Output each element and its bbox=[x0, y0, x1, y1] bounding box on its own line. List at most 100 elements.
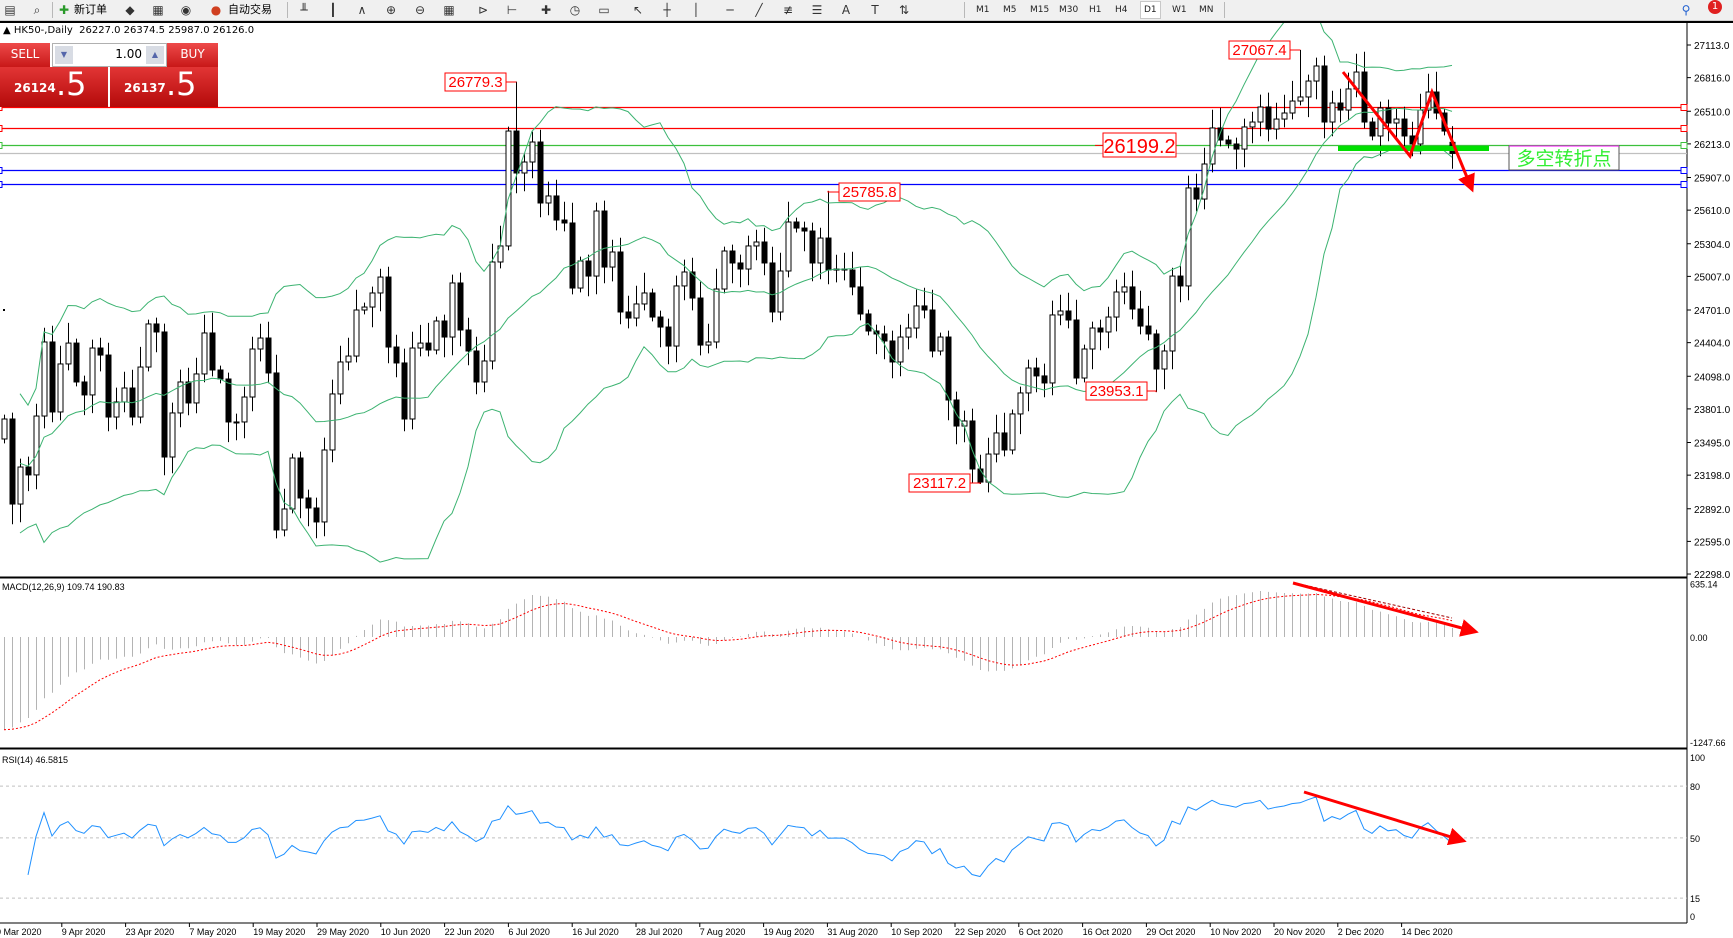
collapse-triangle-icon[interactable]: ▲ bbox=[3, 25, 14, 36]
line-handle[interactable] bbox=[1680, 142, 1688, 149]
rsi-label: RSI(14) 46.5815 bbox=[2, 755, 68, 765]
macd-signal-line bbox=[3, 593, 1453, 731]
crosshair-icon[interactable]: ┼ bbox=[663, 3, 671, 17]
bear-candle bbox=[625, 311, 632, 319]
price-annotation-box[interactable] bbox=[1085, 381, 1148, 401]
rsi-tick-label: 50 bbox=[1690, 834, 1700, 844]
timeframe-h4[interactable]: H4 bbox=[1115, 5, 1128, 15]
notification-badge[interactable]: 1 bbox=[1708, 0, 1722, 14]
line-handle[interactable] bbox=[0, 142, 3, 149]
macd-trendline[interactable] bbox=[1294, 582, 1453, 619]
tile-windows-icon[interactable]: ▦ bbox=[443, 3, 455, 17]
magnifier-chart-icon[interactable]: ⌕ bbox=[33, 3, 41, 17]
time-tick-label: 10 Jun 2020 bbox=[381, 927, 431, 937]
timeframe-w1[interactable]: W1 bbox=[1172, 5, 1187, 15]
arrows-icon[interactable]: ⇅ bbox=[898, 3, 910, 17]
signal-antenna-icon[interactable]: ◉ bbox=[180, 3, 192, 17]
bull-candle bbox=[345, 355, 352, 363]
text-icon[interactable]: A bbox=[841, 3, 851, 17]
timeframe-m5[interactable]: M5 bbox=[1003, 5, 1017, 15]
bull-candle bbox=[169, 412, 176, 458]
price-annotation-box[interactable] bbox=[908, 473, 971, 493]
bull-candle bbox=[409, 347, 416, 420]
timeframe-d1[interactable]: D1 bbox=[1140, 1, 1161, 19]
buy-button[interactable]: BUY bbox=[167, 43, 218, 67]
bar-chart-icon[interactable]: ╨ bbox=[300, 3, 308, 17]
timeframe-m1[interactable]: M1 bbox=[976, 5, 990, 15]
bear-candle bbox=[849, 269, 856, 288]
chart-background bbox=[0, 22, 1733, 938]
timeframe-mn[interactable]: MN bbox=[1199, 5, 1214, 15]
trendline-icon[interactable]: ╱ bbox=[755, 3, 763, 17]
line-handle[interactable] bbox=[1680, 181, 1688, 188]
autoscroll-icon[interactable]: ⊢ bbox=[506, 3, 518, 17]
fibonacci-icon[interactable]: ≢ bbox=[782, 3, 794, 17]
line-handle[interactable] bbox=[0, 125, 3, 132]
bull-candle bbox=[521, 161, 528, 174]
price-annotation-box[interactable] bbox=[838, 182, 901, 202]
zoom-in-icon[interactable]: ⊕ bbox=[385, 3, 397, 17]
bull-candle bbox=[65, 342, 72, 365]
sell-button[interactable]: SELL bbox=[0, 43, 50, 67]
bear-candle bbox=[217, 369, 224, 380]
cursor-icon[interactable]: ↖ bbox=[632, 3, 644, 17]
line-handle[interactable] bbox=[0, 181, 3, 188]
bull-candle bbox=[113, 401, 120, 418]
channel-icon[interactable]: ☰ bbox=[811, 3, 823, 17]
sell-price-button[interactable]: 26124 .5 bbox=[0, 65, 108, 107]
bull-candle bbox=[481, 360, 488, 383]
price-zigzag-arrow[interactable] bbox=[1341, 71, 1475, 193]
line-handle[interactable] bbox=[1680, 125, 1688, 132]
bull-candle bbox=[1249, 121, 1256, 128]
line-chart-icon[interactable]: ∧ bbox=[357, 3, 367, 17]
bull-candle bbox=[1169, 275, 1176, 352]
bear-candle bbox=[801, 227, 808, 232]
bull-candle bbox=[641, 292, 648, 305]
lot-size-field[interactable]: ▼ 1.00 ▲ bbox=[52, 43, 167, 67]
candlestick-icon[interactable]: ┃ bbox=[329, 3, 337, 17]
rsi-tick-label: 80 bbox=[1690, 782, 1700, 792]
timeframe-h1[interactable]: H1 bbox=[1089, 5, 1102, 15]
rsi-divergence-arrow[interactable] bbox=[1303, 790, 1467, 846]
bull-candle bbox=[1049, 314, 1056, 384]
chart-window[interactable]: 27113.0 26816.0 26510.0 26213.0 25907.0 25610… bbox=[0, 21, 1733, 938]
timeframe-m15[interactable]: M15 bbox=[1030, 5, 1050, 15]
bull-candle bbox=[329, 393, 336, 451]
bull-candle bbox=[673, 285, 680, 347]
horizontal-line-icon[interactable]: ─ bbox=[726, 3, 734, 17]
file-icon[interactable]: ▤ bbox=[4, 3, 16, 17]
bull-candle bbox=[193, 373, 200, 404]
bull-candle bbox=[937, 336, 944, 352]
price-annotation-box[interactable] bbox=[1228, 40, 1291, 60]
toolbar-separator bbox=[52, 2, 53, 18]
timeframe-m30[interactable]: M30 bbox=[1059, 5, 1079, 15]
chart-shift-icon[interactable]: ⊳ bbox=[477, 3, 489, 17]
price-annotation-box[interactable] bbox=[444, 72, 507, 92]
gold-bars-icon[interactable]: ◆ bbox=[125, 3, 135, 17]
text-label-icon[interactable]: T bbox=[871, 3, 879, 17]
line-handle[interactable] bbox=[1680, 104, 1688, 111]
auto-trading-icon[interactable]: ● bbox=[210, 3, 222, 17]
search-icon[interactable]: ⚲ bbox=[1681, 3, 1691, 17]
zoom-out-icon[interactable]: ⊖ bbox=[414, 3, 426, 17]
new-order-icon[interactable]: ✚ bbox=[58, 3, 70, 17]
toolbar-separator bbox=[964, 2, 965, 18]
line-handle[interactable] bbox=[0, 167, 3, 174]
buy-price-button[interactable]: 26137 .5 bbox=[110, 65, 218, 107]
lot-increase-button[interactable]: ▲ bbox=[146, 46, 164, 64]
template-icon[interactable]: ▭ bbox=[598, 3, 610, 17]
price-annotation-box[interactable] bbox=[1102, 132, 1177, 158]
time-tick-label: 16 Jul 2020 bbox=[572, 927, 619, 937]
add-indicator-icon[interactable]: ✚ bbox=[540, 3, 552, 17]
macd-divergence-arrow[interactable] bbox=[1292, 581, 1479, 637]
vertical-line-icon[interactable]: │ bbox=[692, 3, 700, 17]
period-clock-icon[interactable]: ◷ bbox=[569, 3, 581, 17]
market-watch-icon[interactable]: ▦ bbox=[152, 3, 164, 17]
lot-value[interactable]: 1.00 bbox=[115, 47, 142, 61]
lot-decrease-button[interactable]: ▼ bbox=[55, 46, 73, 64]
auto-trading-button[interactable]: 自动交易 bbox=[228, 3, 272, 16]
bear-candle bbox=[1217, 127, 1224, 141]
bear-candle bbox=[945, 336, 952, 401]
new-order-button[interactable]: 新订单 bbox=[74, 3, 107, 16]
line-handle[interactable] bbox=[1680, 167, 1688, 174]
